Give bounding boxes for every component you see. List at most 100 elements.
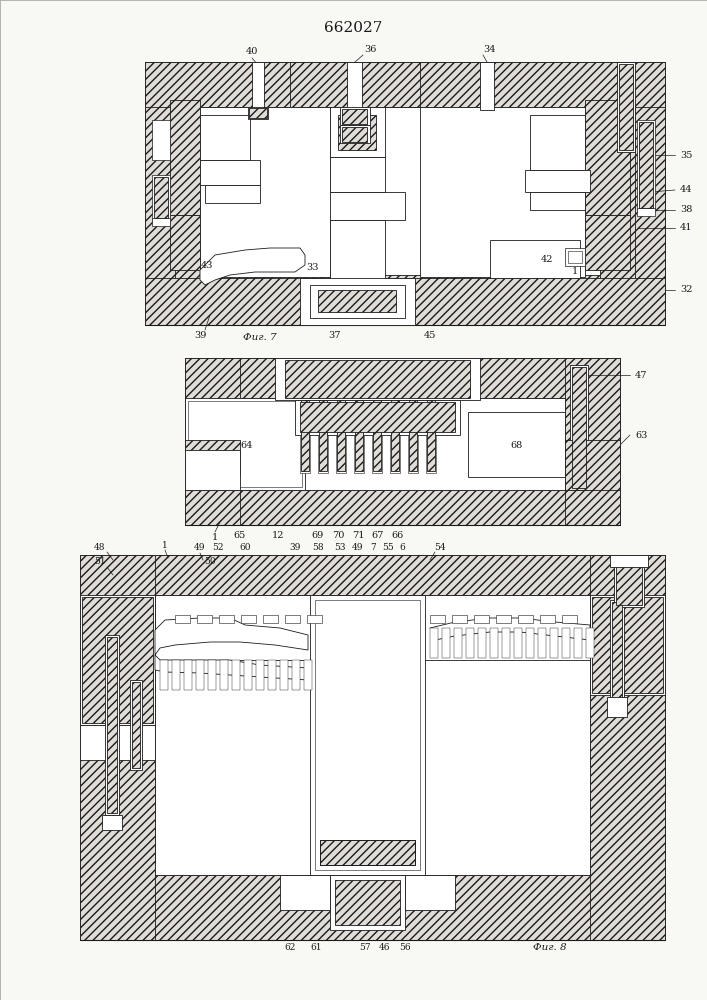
Bar xyxy=(80,555,665,595)
Bar xyxy=(318,290,396,312)
Text: 65: 65 xyxy=(234,530,246,540)
Bar xyxy=(184,660,192,690)
Bar xyxy=(145,62,665,107)
Bar xyxy=(152,175,170,220)
Text: 33: 33 xyxy=(307,263,320,272)
Bar xyxy=(208,660,216,690)
Bar xyxy=(240,398,565,490)
Bar xyxy=(420,107,585,277)
Bar xyxy=(426,398,436,473)
Polygon shape xyxy=(430,618,590,640)
Bar xyxy=(300,278,415,325)
Bar xyxy=(590,595,665,695)
Text: 34: 34 xyxy=(484,45,496,54)
Bar xyxy=(319,400,327,471)
Text: 41: 41 xyxy=(680,224,692,232)
Text: 38: 38 xyxy=(680,206,692,215)
Bar xyxy=(82,597,153,723)
Text: 1: 1 xyxy=(212,532,218,542)
Bar xyxy=(619,64,633,150)
Bar xyxy=(80,555,665,940)
Bar xyxy=(170,100,615,275)
Bar xyxy=(427,400,435,471)
Bar xyxy=(172,660,180,690)
Bar xyxy=(200,160,260,185)
Bar xyxy=(574,628,582,658)
Bar xyxy=(320,840,415,865)
Bar xyxy=(241,615,256,623)
Bar xyxy=(330,157,385,192)
Bar xyxy=(145,62,665,325)
Bar xyxy=(405,875,455,910)
Bar xyxy=(338,115,376,150)
Text: 56: 56 xyxy=(399,944,411,952)
Bar xyxy=(354,398,364,473)
Bar xyxy=(502,628,510,658)
Bar xyxy=(496,615,511,623)
Bar xyxy=(330,220,385,280)
Text: 40: 40 xyxy=(246,47,258,56)
Bar xyxy=(290,62,420,107)
Bar xyxy=(244,660,252,690)
Bar xyxy=(310,192,405,220)
Text: 6: 6 xyxy=(399,544,405,552)
Bar xyxy=(590,555,665,940)
Bar xyxy=(105,635,119,815)
Bar xyxy=(200,115,250,160)
Text: 62: 62 xyxy=(284,944,296,952)
Bar xyxy=(340,125,370,143)
Bar xyxy=(315,600,420,870)
Bar xyxy=(318,398,328,473)
Bar xyxy=(637,120,655,210)
Bar xyxy=(390,398,400,473)
Bar xyxy=(280,875,330,910)
Bar xyxy=(391,400,399,471)
Bar xyxy=(220,660,228,690)
Text: 39: 39 xyxy=(194,330,206,340)
Bar xyxy=(612,602,622,698)
Bar xyxy=(80,725,155,760)
Text: 61: 61 xyxy=(310,944,322,952)
Bar xyxy=(538,628,546,658)
Text: 55: 55 xyxy=(382,544,394,552)
Bar xyxy=(285,360,470,398)
Bar xyxy=(526,628,534,658)
Bar xyxy=(185,490,620,525)
Polygon shape xyxy=(200,248,305,285)
Bar xyxy=(205,185,260,203)
Bar xyxy=(518,615,533,623)
Bar xyxy=(408,398,418,473)
Bar xyxy=(170,215,200,270)
Bar xyxy=(480,62,494,110)
Bar xyxy=(300,402,455,432)
Bar xyxy=(372,398,382,473)
Bar xyxy=(342,127,367,142)
Bar xyxy=(565,248,585,266)
Text: 49: 49 xyxy=(352,544,363,552)
Bar xyxy=(196,660,204,690)
Text: 53: 53 xyxy=(334,544,346,552)
Text: 42: 42 xyxy=(541,255,554,264)
Bar xyxy=(145,62,175,325)
Bar xyxy=(285,615,300,623)
Text: 49: 49 xyxy=(194,544,206,552)
Bar xyxy=(570,365,588,490)
Bar xyxy=(145,278,665,325)
Bar xyxy=(355,400,363,471)
Bar xyxy=(335,880,400,925)
Bar xyxy=(607,697,627,717)
Text: 71: 71 xyxy=(352,530,364,540)
Text: 52: 52 xyxy=(212,544,223,552)
Bar xyxy=(185,450,240,490)
Text: 39: 39 xyxy=(289,544,300,552)
Bar xyxy=(550,628,558,658)
Bar xyxy=(565,358,620,525)
Text: 1: 1 xyxy=(572,267,578,276)
Bar xyxy=(610,600,624,700)
Text: 44: 44 xyxy=(680,186,692,194)
Bar xyxy=(430,628,438,658)
Text: 37: 37 xyxy=(329,330,341,340)
Bar xyxy=(185,358,620,398)
Bar xyxy=(347,62,362,110)
Bar xyxy=(530,192,585,210)
